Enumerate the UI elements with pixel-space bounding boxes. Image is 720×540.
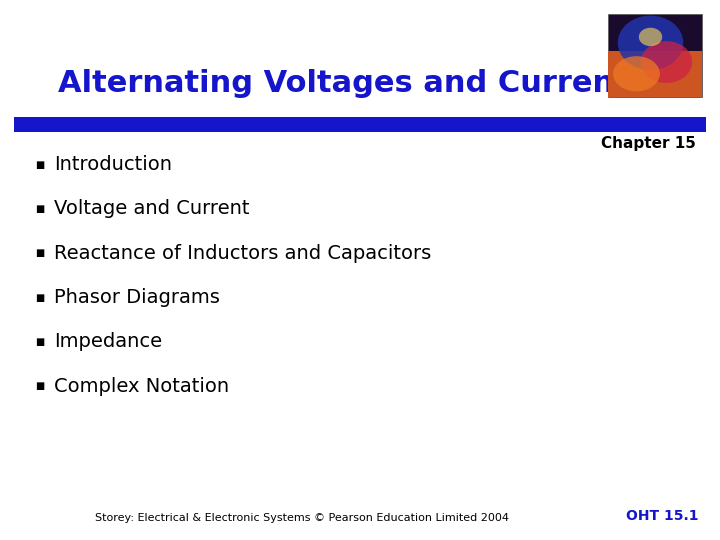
Bar: [608, 14, 702, 97]
Text: ■: ■: [35, 293, 44, 302]
Bar: [608, 51, 702, 97]
Text: ■: ■: [35, 381, 44, 391]
Ellipse shape: [639, 28, 662, 46]
Text: Complex Notation: Complex Notation: [54, 376, 229, 396]
Text: Reactance of Inductors and Capacitors: Reactance of Inductors and Capacitors: [54, 244, 431, 263]
Text: OHT 15.1: OHT 15.1: [626, 509, 698, 523]
Bar: [14, 117, 706, 132]
Ellipse shape: [618, 16, 683, 70]
Text: Storey: Electrical & Electronic Systems © Pearson Education Limited 2004: Storey: Electrical & Electronic Systems …: [95, 512, 510, 523]
Text: ■: ■: [35, 204, 44, 214]
Text: Impedance: Impedance: [54, 332, 162, 352]
Text: Introduction: Introduction: [54, 155, 172, 174]
Text: ■: ■: [35, 160, 44, 170]
Text: ■: ■: [35, 337, 44, 347]
Text: Phasor Diagrams: Phasor Diagrams: [54, 288, 220, 307]
Bar: [608, 14, 702, 97]
Text: Voltage and Current: Voltage and Current: [54, 199, 250, 219]
Text: Chapter 15: Chapter 15: [600, 136, 696, 151]
Ellipse shape: [613, 56, 660, 91]
Text: Alternating Voltages and Currents: Alternating Voltages and Currents: [58, 69, 647, 98]
Ellipse shape: [641, 41, 692, 83]
Text: ■: ■: [35, 248, 44, 258]
